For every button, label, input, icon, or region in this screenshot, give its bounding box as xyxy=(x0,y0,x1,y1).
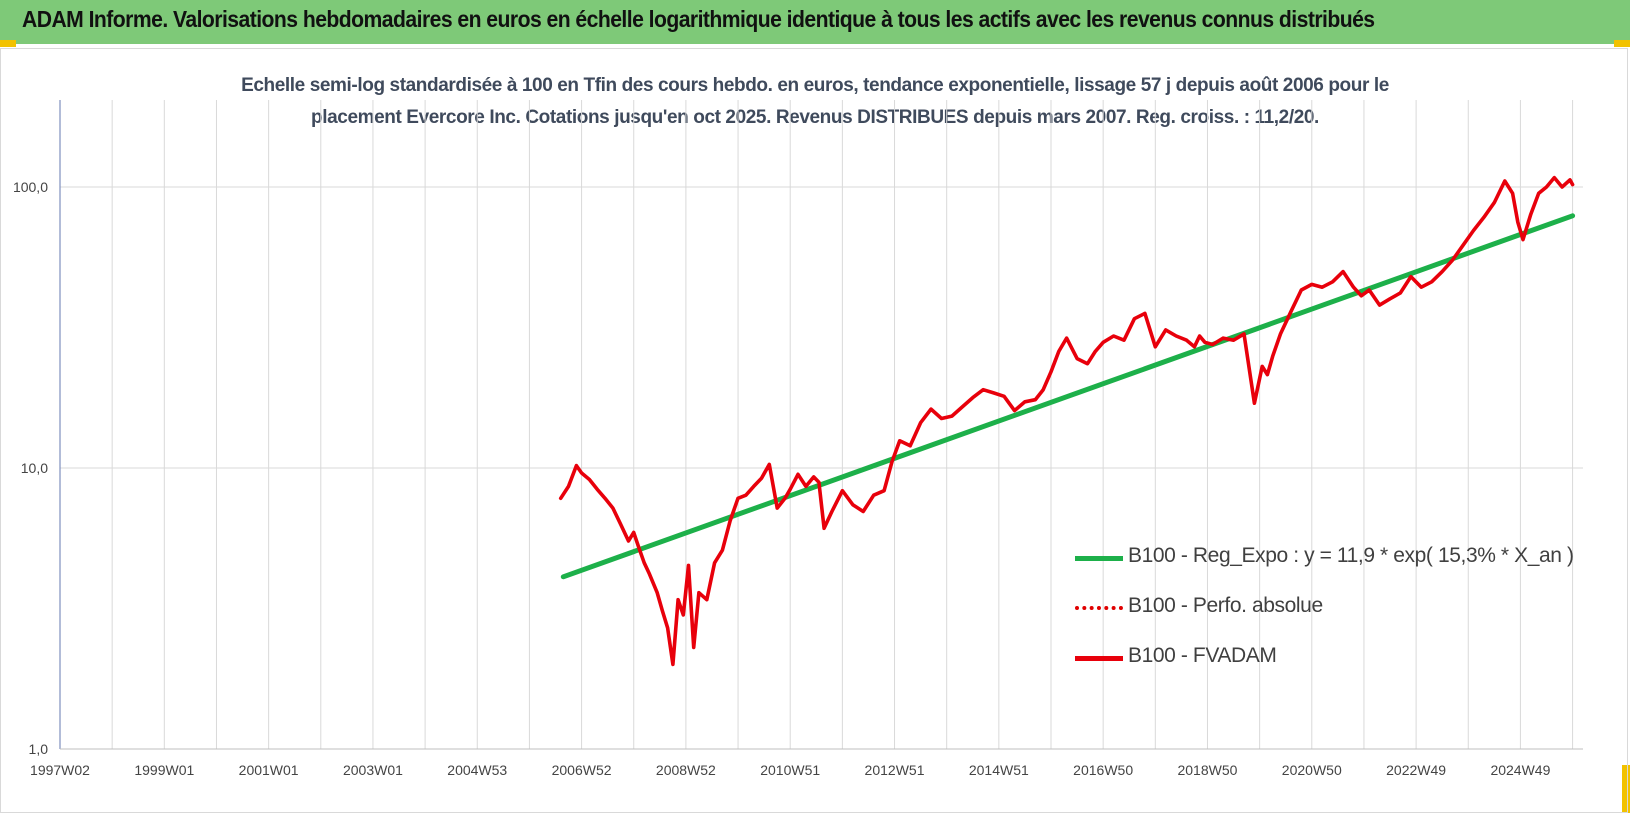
legend-swatch-regression xyxy=(1075,556,1123,561)
legend-label-perfo-absolue: B100 - Perfo. absolue xyxy=(1128,594,1323,617)
series-line-regression xyxy=(560,213,1576,580)
corner-marker-bottom-right xyxy=(1622,765,1630,813)
header-bar: ADAM Informe. Valorisations hebdomadaire… xyxy=(0,0,1630,44)
axes xyxy=(59,100,1583,750)
x-tick-label: 2003W01 xyxy=(343,762,403,778)
x-tick-label: 2001W01 xyxy=(239,762,299,778)
series-line-fvadam xyxy=(558,175,1575,667)
legend-swatch-perfo-absolue xyxy=(1075,606,1123,610)
x-tick-label: 2018W50 xyxy=(1177,762,1237,778)
chart-title-line-1: Echelle semi-log standardisée à 100 en T… xyxy=(241,75,1389,96)
grid-lines xyxy=(59,100,1583,749)
legend-label-fvadam: B100 - FVADAM xyxy=(1128,644,1277,667)
page-title: ADAM Informe. Valorisations hebdomadaire… xyxy=(22,6,1375,32)
x-tick-label: 2008W52 xyxy=(656,762,716,778)
chart-title: Echelle semi-log standardisée à 100 en T… xyxy=(140,70,1490,134)
y-tick-label: 1,0 xyxy=(29,741,49,757)
y-tick-label: 10,0 xyxy=(21,460,48,476)
tick-labels: 1997W02 1999W01 2001W01 2003W01 2004W53 2006W… xyxy=(13,179,1551,778)
x-tick-label: 2012W51 xyxy=(865,762,925,778)
x-tick-label: 2010W51 xyxy=(760,762,820,778)
legend-swatch-fvadam xyxy=(1075,656,1123,661)
x-tick-label: 2014W51 xyxy=(969,762,1029,778)
legend-label-regression: B100 - Reg_Expo : y = 11,9 * exp( 15,3% … xyxy=(1128,544,1574,567)
y-tick-label: 100,0 xyxy=(13,179,48,195)
corner-marker-top-left xyxy=(0,40,16,47)
chart-frame xyxy=(0,48,1628,813)
corner-marker-top-right xyxy=(1614,40,1630,47)
series-lines xyxy=(558,175,1576,667)
x-tick-label: 2004W53 xyxy=(447,762,507,778)
x-tick-label: 2022W49 xyxy=(1386,762,1446,778)
x-tick-label: 2024W49 xyxy=(1490,762,1550,778)
x-tick-label: 1997W02 xyxy=(30,762,90,778)
x-tick-label: 2020W50 xyxy=(1282,762,1342,778)
x-tick-label: 1999W01 xyxy=(134,762,194,778)
x-tick-label: 2006W52 xyxy=(552,762,612,778)
chart-title-line-2: placement Evercore Inc. Cotations jusqu'… xyxy=(311,107,1319,128)
x-tick-label: 2016W50 xyxy=(1073,762,1133,778)
